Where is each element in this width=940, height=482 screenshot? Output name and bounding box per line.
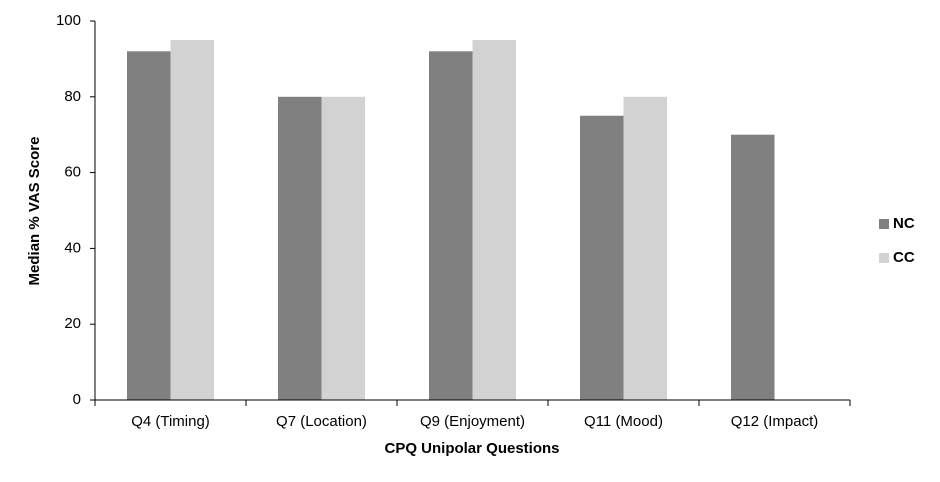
bar — [278, 96, 322, 401]
y-tick-label: 80 — [64, 88, 81, 105]
x-tick-label: Q11 (Mood) — [584, 413, 663, 430]
bar — [429, 51, 473, 400]
bar — [321, 96, 365, 401]
bar — [731, 134, 775, 400]
bar — [580, 115, 624, 400]
x-tick-label: Q12 (Impact) — [731, 413, 819, 430]
legend-swatch — [879, 253, 889, 263]
legend-label: NC — [893, 215, 915, 232]
x-tick-label: Q7 (Location) — [276, 413, 367, 430]
legend-label: CC — [893, 249, 915, 266]
legend-swatch — [879, 219, 889, 229]
y-tick-label: 60 — [64, 164, 81, 181]
y-tick-label: 0 — [73, 391, 81, 408]
x-tick-label: Q4 (Timing) — [131, 413, 210, 430]
bar — [170, 39, 214, 400]
x-axis-title: CPQ Unipolar Questions — [384, 440, 559, 457]
bar — [623, 96, 667, 401]
y-tick-label: 40 — [64, 239, 81, 256]
bar — [472, 39, 516, 400]
x-tick-label: Q9 (Enjoyment) — [420, 413, 525, 430]
y-tick-label: 100 — [56, 12, 81, 29]
y-axis-title: Median % VAS Score — [26, 137, 43, 286]
bar — [127, 51, 171, 400]
y-tick-label: 20 — [64, 315, 81, 332]
